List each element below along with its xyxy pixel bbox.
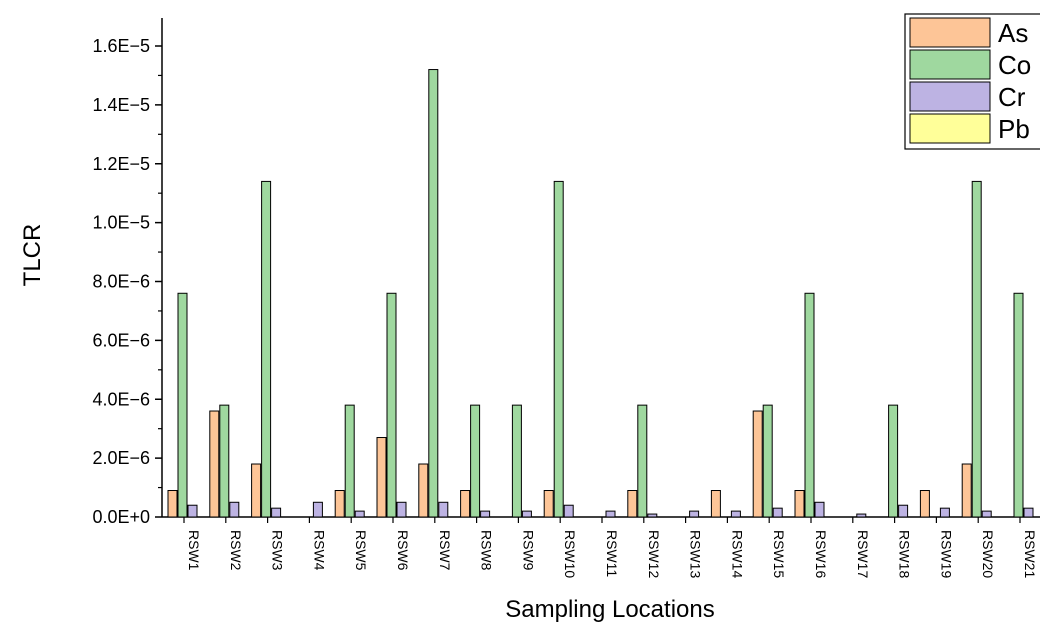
x-tick-label: RSW3: [270, 530, 286, 571]
y-tick-label: 1.4E−5: [92, 95, 150, 115]
x-tick-label: RSW7: [437, 530, 453, 571]
bar-co: [888, 404, 899, 518]
bar-as: [794, 490, 805, 518]
y-tick-label: 6.0E−6: [92, 330, 150, 350]
x-tick-label: RSW8: [479, 530, 495, 571]
x-tick-label: RSW1: [186, 530, 202, 571]
x-tick-label: RSW18: [897, 530, 913, 578]
x-tick-label: RSW11: [604, 530, 620, 577]
bar-co: [637, 404, 648, 518]
bar-cr: [730, 510, 741, 518]
x-tick-label: RSW6: [395, 530, 411, 571]
legend-swatch-pb: [909, 113, 991, 144]
legend-label-as: As: [998, 18, 1028, 48]
bar-cr: [1023, 507, 1034, 518]
bar-as: [334, 490, 345, 518]
bar-co: [511, 404, 522, 518]
x-tick-label: RSW15: [771, 530, 787, 578]
bar-cr: [187, 504, 198, 518]
x-axis: RSW1 RSW2 RSW3 RSW4 RSW5 RSW6 RSW7 RSW8 RSW9 RSW1…: [162, 516, 1040, 578]
bar-cr: [605, 510, 616, 518]
bar-as: [961, 463, 972, 518]
bar-cr: [480, 510, 491, 518]
bar-co: [219, 404, 230, 518]
x-axis-title: Sampling Locations: [505, 596, 714, 623]
bar-co: [428, 69, 439, 518]
bar-cr: [856, 513, 867, 518]
y-tick-label: 4.0E−6: [92, 389, 150, 409]
x-tick-label: RSW16: [813, 530, 829, 578]
bar-as: [376, 437, 387, 518]
bar-cr: [689, 510, 700, 518]
bar-cr: [647, 513, 658, 518]
bar-cr: [981, 510, 992, 518]
bar-co: [553, 180, 564, 518]
legend-label-pb: Pb: [998, 114, 1030, 144]
bar-co: [971, 180, 982, 518]
bar-as: [460, 490, 471, 518]
bar-cr: [396, 501, 407, 518]
x-tick-label: RSW9: [520, 530, 536, 571]
x-tick-label: RSW17: [855, 530, 871, 578]
y-axis: 0.0E+0 2.0E−6 4.0E−6 6.0E−6 8.0E−6 1.0E−5 1.2E…: [92, 18, 163, 527]
bar-as: [251, 463, 262, 518]
bar-co: [1013, 292, 1024, 518]
y-tick-label: 1.6E−5: [92, 36, 150, 56]
bar-cr: [772, 507, 783, 518]
x-tick-label: RSW5: [353, 530, 369, 571]
x-tick-label: RSW14: [729, 530, 745, 578]
x-tick-label: RSW21: [1022, 530, 1038, 578]
y-tick-label: 0.0E+0: [92, 507, 150, 527]
bar-cr: [354, 510, 365, 518]
bar-as: [919, 490, 930, 518]
bar-co: [261, 180, 272, 518]
bar-cr: [312, 501, 323, 518]
bar-co: [762, 404, 773, 518]
legend-swatch-as: [909, 17, 991, 48]
bar-cr: [898, 504, 909, 518]
bar-as: [752, 410, 763, 518]
legend-swatch-co: [909, 49, 991, 80]
x-tick-label: RSW19: [938, 530, 954, 578]
bar-as: [627, 490, 638, 518]
bar-as: [418, 463, 429, 518]
bar-co: [470, 404, 481, 518]
x-tick-label: RSW20: [980, 530, 996, 578]
bars: [167, 69, 1034, 518]
bar-co: [804, 292, 815, 518]
legend-label-cr: Cr: [998, 82, 1026, 112]
bar-as: [167, 490, 178, 518]
y-tick-label: 1.0E−5: [92, 213, 150, 233]
bar-cr: [814, 501, 825, 518]
y-tick-label: 2.0E−6: [92, 448, 150, 468]
x-tick-label: RSW12: [646, 530, 662, 578]
bar-cr: [271, 507, 282, 518]
bar-cr: [939, 507, 950, 518]
bar-co: [177, 292, 188, 518]
bar-cr: [438, 501, 449, 518]
bar-co: [386, 292, 397, 518]
bar-as: [710, 490, 721, 518]
x-tick-label: RSW4: [311, 530, 327, 571]
x-tick-label: RSW2: [228, 530, 244, 571]
bar-as: [543, 490, 554, 518]
bar-cr: [521, 510, 532, 518]
bar-cr: [229, 501, 240, 518]
legend-swatch-cr: [909, 81, 991, 112]
bar-cr: [563, 504, 574, 518]
y-tick-label: 1.2E−5: [92, 154, 150, 174]
y-tick-label: 8.0E−6: [92, 272, 150, 292]
x-tick-label: RSW10: [562, 530, 578, 578]
bar-co: [344, 404, 355, 518]
legend-label-co: Co: [998, 50, 1031, 80]
y-axis-title: TLCR: [19, 224, 46, 287]
bar-as: [209, 410, 220, 518]
x-tick-label: RSW13: [688, 530, 704, 578]
